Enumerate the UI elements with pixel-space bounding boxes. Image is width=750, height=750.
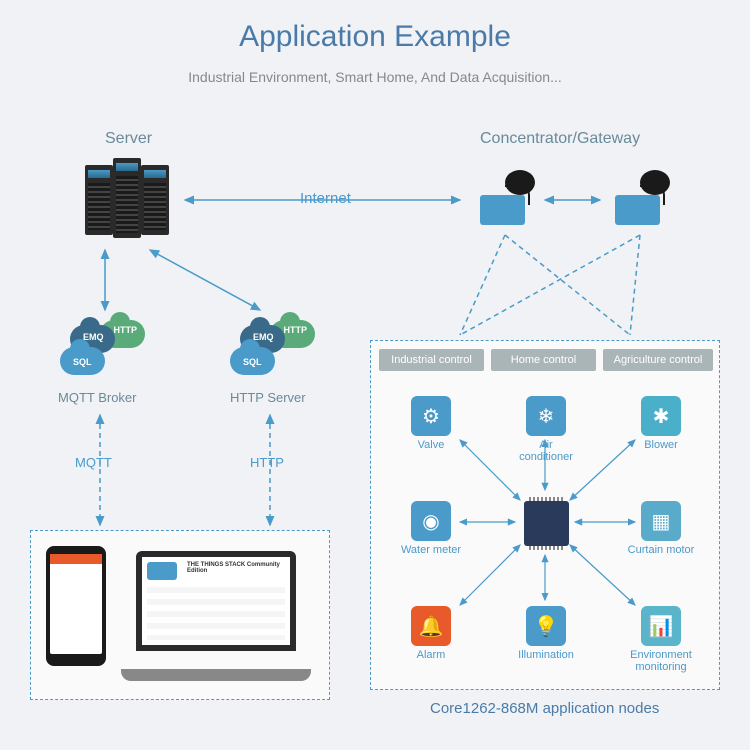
chip-icon: [524, 501, 569, 546]
internet-label: Internet: [300, 190, 351, 207]
client-devices-box: THE THINGS STACK Community Edition: [30, 530, 330, 700]
water-meter-icon: ◉: [411, 501, 451, 541]
water-meter-label: Water meter: [396, 544, 466, 556]
valve-icon: ⚙: [411, 396, 451, 436]
ac-icon: ❄: [526, 396, 566, 436]
mqtt-broker-label: MQTT Broker: [58, 390, 137, 405]
server-rack-icon: [113, 158, 141, 238]
phone-icon: [46, 546, 106, 666]
blower-label: Blower: [626, 439, 696, 451]
header-industrial: Industrial control: [379, 349, 484, 371]
alarm-label: Alarm: [396, 649, 466, 661]
gateway-icon: [610, 170, 670, 225]
blower-icon: ✱: [641, 396, 681, 436]
ac-label: Air conditioner: [511, 439, 581, 463]
curtain-label: Curtain motor: [626, 544, 696, 556]
mqtt-label: MQTT: [75, 455, 112, 470]
illumination-icon: 💡: [526, 606, 566, 646]
laptop-icon: THE THINGS STACK Community Edition: [121, 551, 311, 681]
server-rack-icon: [141, 165, 169, 235]
http-server-label: HTTP Server: [230, 390, 306, 405]
illumination-label: Illumination: [511, 649, 581, 661]
page-subtitle: Industrial Environment, Smart Home, And …: [0, 69, 750, 85]
gateway-label: Concentrator/Gateway: [480, 130, 640, 148]
gateway-icon: [475, 170, 535, 225]
mqtt-broker-icon: SQL EMQ HTTP: [55, 320, 145, 375]
env-label: Environment monitoring: [626, 649, 696, 673]
alarm-icon: 🔔: [411, 606, 451, 646]
application-nodes-box: Industrial control Home control Agricult…: [370, 340, 720, 690]
http-server-icon: SQL EMQ HTTP: [225, 320, 315, 375]
env-icon: 📊: [641, 606, 681, 646]
http-label: HTTP: [250, 455, 284, 470]
nodes-caption: Core1262-868M application nodes: [430, 700, 659, 717]
header-home: Home control: [491, 349, 596, 371]
page-title: Application Example: [0, 0, 750, 54]
header-agriculture: Agriculture control: [603, 349, 713, 371]
server-rack-icon: [85, 165, 113, 235]
valve-label: Valve: [396, 439, 466, 451]
server-label: Server: [105, 130, 152, 148]
curtain-icon: ▦: [641, 501, 681, 541]
